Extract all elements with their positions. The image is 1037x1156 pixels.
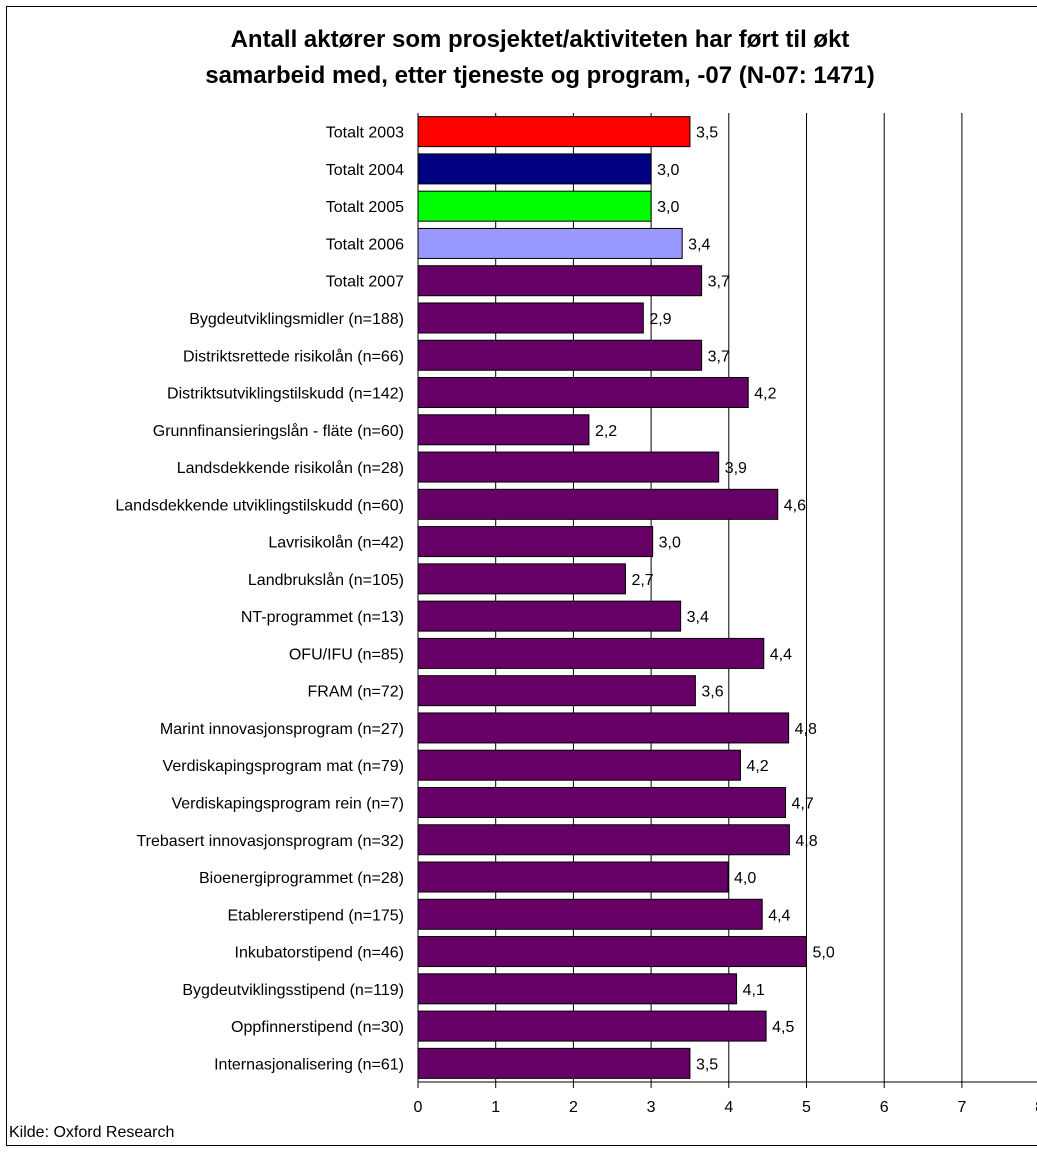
value-label: 4,2 [746,758,768,775]
value-label: 4,5 [772,1019,794,1036]
value-label: 3,7 [708,274,730,291]
x-tick-label: 7 [957,1099,966,1116]
category-label: Bioenergiprogrammet (n=28) [199,870,404,887]
x-tick-label: 1 [491,1099,500,1116]
category-label: Totalt 2005 [326,199,404,216]
category-label: Bygdeutviklingsmidler (n=188) [189,311,404,328]
value-label: 4,1 [743,982,765,999]
bar [417,302,644,334]
category-label: Inkubatorstipend (n=46) [235,945,404,962]
value-label: 4,2 [754,386,776,403]
x-tick-label: 3 [647,1099,656,1116]
bar [417,377,749,409]
value-label: 4,6 [784,497,806,514]
category-label: NT-programmet (n=13) [241,609,404,626]
category-label: Marint innovasjonsprogram (n=27) [160,721,404,738]
x-tick-label: 0 [414,1099,423,1116]
value-label: 3,0 [659,535,681,552]
category-label: Oppfinnerstipend (n=30) [231,1019,404,1036]
category-label: Etablererstipend (n=175) [227,907,404,924]
value-label: 3,9 [725,460,747,477]
bar [417,1047,691,1079]
category-label: Bygdeutviklingsstipend (n=119) [182,982,404,999]
value-label: 3,5 [696,1056,718,1073]
bar [417,675,696,707]
category-label: Landsdekkende utviklingstilskudd (n=60) [115,497,404,514]
value-label: 3,4 [688,236,710,253]
bar [417,339,703,371]
value-label: 4,8 [795,833,817,850]
x-tick-label: 5 [802,1099,811,1116]
chart-title: Antall aktører som prosjektet/aktivitete… [0,22,1037,94]
bar [417,749,741,781]
bar [417,526,654,558]
bar [417,861,729,893]
category-label: Landbrukslån (n=105) [248,571,404,589]
bar [417,898,763,930]
value-label: 3,6 [701,684,723,701]
bar [417,936,807,968]
bar [417,265,703,297]
bar [417,786,787,818]
value-label: 5,0 [813,945,835,962]
category-label: Verdiskapingsprogram rein (n=7) [171,795,404,812]
value-label: 3,0 [657,162,679,179]
bar [417,824,790,856]
value-label: 2,7 [631,572,653,589]
x-tick-label: 6 [880,1099,889,1116]
value-label: 3,4 [687,609,709,626]
bar [417,451,720,483]
value-label: 4,0 [734,870,756,887]
value-label: 2,2 [595,423,617,440]
value-label: 4,7 [792,795,814,812]
bar [417,116,691,148]
bar [417,190,652,222]
bar [417,488,779,520]
category-label: Totalt 2004 [326,162,404,179]
value-label: 4,4 [768,907,790,924]
source-note: Kilde: Oxford Research [9,1124,175,1141]
category-label: Distriktsutviklingstilskudd (n=142) [167,386,404,403]
bar [417,563,626,595]
value-label: 4,4 [770,646,792,663]
chart-title-line-2: samarbeid med, etter tjeneste og program… [205,62,875,89]
category-label: Trebasert innovasjonsprogram (n=32) [136,833,404,850]
bar [417,712,790,744]
value-label: 2,9 [649,311,671,328]
bar [417,600,682,632]
value-label: 3,5 [696,125,718,142]
chart-frame [6,6,1037,1146]
category-label: Totalt 2007 [326,274,404,291]
bar [417,153,652,185]
bar [417,227,683,259]
bar [417,973,738,1005]
bar [417,414,590,446]
value-label: 4,8 [795,721,817,738]
bar [417,1010,767,1042]
category-label: Lavrisikolån (n=42) [268,534,404,552]
category-label: Totalt 2003 [326,125,404,142]
bar [417,637,765,669]
value-label: 3,7 [708,348,730,365]
value-label: 3,0 [657,199,679,216]
category-label: OFU/IFU (n=85) [289,646,404,663]
category-label: Landsdekkende risikolån (n=28) [177,459,404,477]
category-label: Grunnfinansieringslån - fläte (n=60) [153,422,404,440]
category-label: Verdiskapingsprogram mat (n=79) [163,758,404,775]
category-label: Internasjonalisering (n=61) [214,1056,404,1073]
x-tick-label: 4 [724,1099,733,1116]
x-tick-label: 2 [569,1099,578,1116]
category-label: Totalt 2006 [326,236,404,253]
category-label: Distriktsrettede risikolån (n=66) [183,347,404,365]
x-tick-label: 8 [1035,1099,1037,1116]
chart-title-line-1: Antall aktører som prosjektet/aktivitete… [230,26,850,53]
category-label: FRAM (n=72) [308,684,404,701]
